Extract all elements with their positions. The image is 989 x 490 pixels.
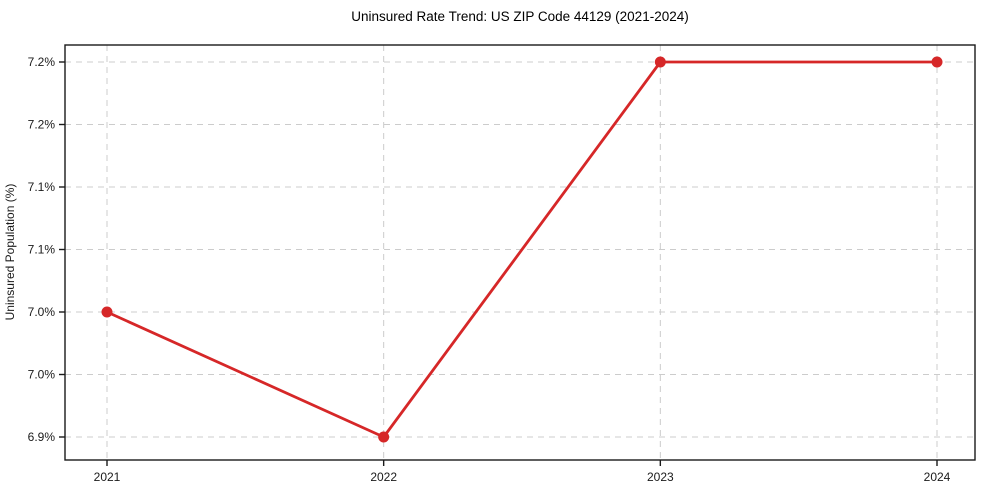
- y-tick-label: 7.1%: [28, 180, 56, 194]
- y-tick-label: 6.9%: [28, 430, 56, 444]
- x-tick-label: 2021: [94, 470, 121, 484]
- x-tick-label: 2023: [647, 470, 674, 484]
- trend-line: [105, 60, 939, 439]
- y-tick-label: 7.0%: [28, 368, 56, 382]
- y-tick-label: 7.0%: [28, 305, 56, 319]
- x-tick-label: 2022: [370, 470, 397, 484]
- y-tick-label: 7.2%: [28, 55, 56, 69]
- data-point: [101, 306, 113, 318]
- plot-border: [64, 44, 976, 461]
- data-point: [931, 56, 943, 68]
- data-point: [378, 431, 390, 443]
- y-axis-label: Uninsured Population (%): [3, 184, 17, 321]
- y-tick-label: 7.2%: [28, 118, 56, 132]
- data-point: [654, 56, 666, 68]
- x-tick-label: 2024: [924, 470, 951, 484]
- plot-area: 6.9% 7.0% 7.0% 7.1% 7.1% 7.2% 7.2% 2021 2022 2023…: [28, 44, 976, 484]
- chart-title: Uninsured Rate Trend: US ZIP Code 44129 …: [351, 9, 688, 24]
- y-tick-label: 7.1%: [28, 243, 56, 257]
